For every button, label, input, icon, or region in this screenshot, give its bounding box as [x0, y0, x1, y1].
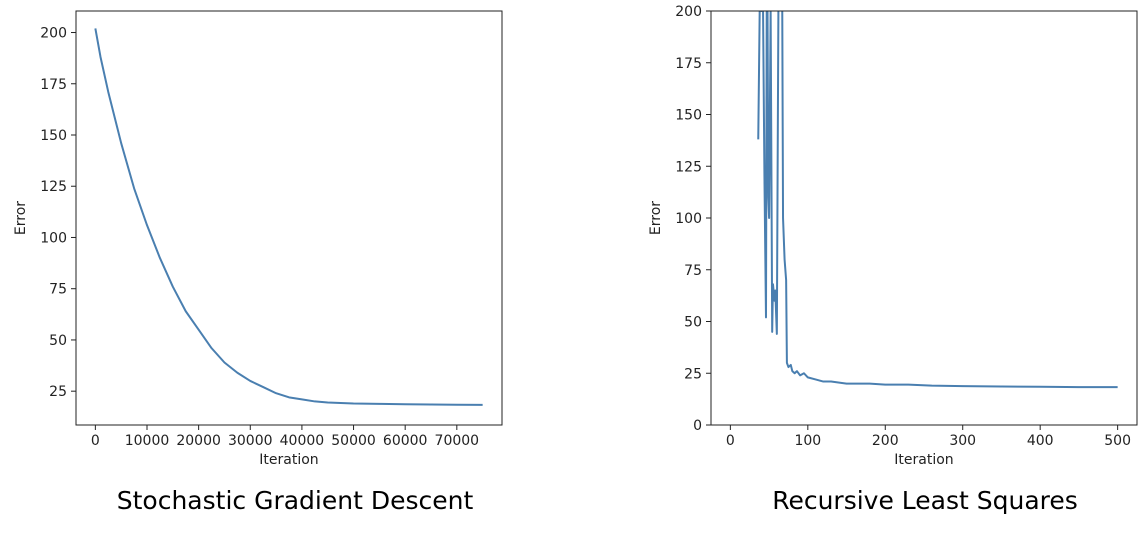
- rls-xtick-label: 500: [1104, 433, 1131, 449]
- sgd-ytick-label: 75: [49, 282, 67, 298]
- rls-axes-frame: [710, 10, 1138, 426]
- sgd-ytick-label: 100: [40, 230, 67, 246]
- sgd-axes-frame: [75, 10, 503, 426]
- rls-ytick-label: 25: [684, 366, 702, 382]
- sgd-chart: 0 10000 20000 30000 40000 50000 60000 70000 25 50…: [13, 10, 503, 468]
- rls-xtick-label: 0: [726, 433, 735, 449]
- rls-ytick-label: 100: [675, 211, 702, 227]
- sgd-ytick-label: 25: [49, 384, 67, 400]
- rls-caption: Recursive Least Squares: [772, 486, 1078, 515]
- rls-ytick-label: 50: [684, 315, 702, 331]
- rls-xtick-label: 200: [872, 433, 899, 449]
- rls-ytick-label: 200: [675, 4, 702, 20]
- sgd-ytick-label: 50: [49, 333, 67, 349]
- sgd-ytick-label: 150: [40, 128, 67, 144]
- sgd-xtick-label: 50000: [331, 433, 376, 449]
- rls-ylabel: Error: [648, 201, 664, 235]
- sgd-series-line-0: [94, 28, 483, 406]
- sgd-caption: Stochastic Gradient Descent: [116, 486, 474, 515]
- sgd-xtick-label: 10000: [125, 433, 170, 449]
- sgd-xtick-label: 20000: [176, 433, 221, 449]
- sgd-ytick-label: 125: [40, 179, 67, 195]
- rls-ytick-label: 75: [684, 263, 702, 279]
- sgd-ylabel: Error: [13, 201, 29, 235]
- sgd-ytick-label: 200: [40, 26, 67, 42]
- sgd-xtick-label: 0: [91, 433, 100, 449]
- sgd-xtick-label: 60000: [383, 433, 428, 449]
- rls-ytick-label: 175: [675, 56, 702, 72]
- sgd-xtick-label: 40000: [280, 433, 325, 449]
- sgd-ytick-label: 175: [40, 77, 67, 93]
- sgd-xtick-label: 70000: [435, 433, 480, 449]
- rls-xtick-label: 300: [949, 433, 976, 449]
- sgd-xlabel: Iteration: [259, 452, 318, 468]
- sgd-xtick-label: 30000: [228, 433, 273, 449]
- rls-xtick-label: 400: [1027, 433, 1054, 449]
- rls-chart: 0 100 200 300 400 500 0 25 50 75 100 125 150 175 200 It…: [648, 4, 1138, 468]
- rls-xlabel: Iteration: [894, 452, 953, 468]
- rls-ytick-label: 0: [693, 418, 702, 434]
- rls-xtick-label: 100: [794, 433, 821, 449]
- rls-ytick-label: 150: [675, 108, 702, 124]
- rls-ytick-label: 125: [675, 159, 702, 175]
- rls-series-line-0: [757, 11, 1118, 389]
